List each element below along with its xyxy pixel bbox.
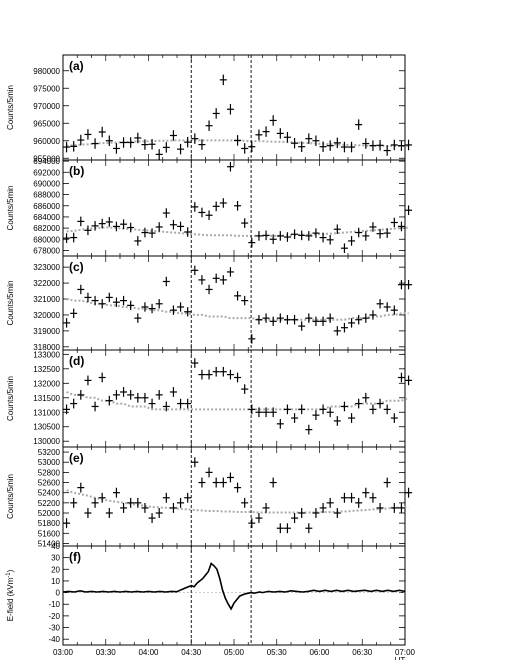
y-tick-label: 0 (56, 589, 61, 598)
y-tick-label: 52800 (38, 468, 61, 477)
y-axis-title: Counts/5min (6, 85, 15, 130)
y-tick-label: 130000 (33, 437, 60, 446)
y-tick-label: 52400 (38, 489, 61, 498)
x-tick-label: 06:30 (352, 648, 373, 657)
y-tick-label: 320000 (33, 311, 60, 320)
y-tick-label: 322000 (33, 279, 60, 288)
y-tick-label: 694000 (33, 157, 60, 166)
panel-frame (62, 159, 406, 257)
trend-line (66, 391, 409, 411)
y-tick-label: 975000 (33, 84, 60, 93)
y-tick-label: 970000 (33, 102, 60, 111)
y-tick-label: 51600 (38, 529, 61, 538)
panel-label: (a) (69, 59, 84, 73)
y-tick-label: 132500 (33, 365, 60, 374)
y-tick-label: 323000 (33, 263, 60, 272)
efield-series-line (62, 562, 406, 611)
y-tick-label: 52000 (38, 509, 61, 518)
y-tick-label: 132000 (33, 379, 60, 388)
trend-line (66, 489, 409, 514)
panel-label: (b) (69, 164, 84, 178)
y-tick-label: 690000 (33, 179, 60, 188)
y-tick-label: 40 (51, 542, 60, 551)
trend-line (66, 298, 409, 321)
y-tick-label: -20 (48, 612, 60, 621)
y-axis-title: Counts/5min (6, 474, 15, 519)
y-tick-label: -40 (48, 635, 60, 644)
y-axis-title-superscript: -1 (6, 572, 12, 578)
trend-line (66, 226, 409, 237)
panel-label: (e) (69, 451, 84, 465)
y-tick-label: 133000 (33, 350, 60, 359)
y-tick-label: 52600 (38, 479, 61, 488)
y-tick-label: -30 (48, 624, 60, 633)
y-tick-label: 684000 (33, 213, 60, 222)
y-tick-label: 692000 (33, 168, 60, 177)
y-tick-label: 686000 (33, 202, 60, 211)
x-axis-unit-label: UT (395, 656, 406, 660)
panel-label: (c) (69, 260, 84, 274)
x-tick-label: 03:30 (96, 648, 117, 657)
y-tick-label: 20 (51, 565, 60, 574)
x-tick-label: 05:00 (224, 648, 245, 657)
y-axis-title-text: E-field (kVm (6, 577, 15, 621)
y-tick-label: 131000 (33, 408, 60, 417)
y-tick-label: 678000 (33, 246, 60, 255)
y-tick-label: 318000 (33, 343, 60, 352)
x-tick-label: 07:00 (395, 648, 416, 657)
panel-frame (62, 255, 406, 351)
y-tick-label: 955000 (33, 154, 60, 163)
y-axis-title: Counts/5min (6, 376, 15, 421)
x-tick-label: 03:00 (53, 648, 74, 657)
y-tick-label: -10 (48, 600, 60, 609)
x-tick-label: 04:30 (181, 648, 202, 657)
y-tick-label: 682000 (33, 224, 60, 233)
y-tick-label: 960000 (33, 137, 60, 146)
y-tick-label: 130500 (33, 423, 60, 432)
y-axis-title: Counts/5min (6, 281, 15, 326)
y-tick-label: 688000 (33, 191, 60, 200)
y-tick-label: 51800 (38, 519, 61, 528)
panel-frame (62, 54, 406, 161)
y-tick-label: 321000 (33, 295, 60, 304)
y-tick-label: 10 (51, 577, 60, 586)
y-axis-title: Counts/5min (6, 186, 15, 231)
y-axis-title: E-field (kVm-1) (6, 569, 15, 621)
panel-frame (62, 446, 406, 547)
y-tick-label: 965000 (33, 119, 60, 128)
y-tick-label: 131500 (33, 394, 60, 403)
y-tick-label: 51400 (38, 539, 61, 548)
y-tick-label: 53000 (38, 458, 61, 467)
x-tick-label: 05:30 (267, 648, 288, 657)
y-tick-label: 680000 (33, 235, 60, 244)
x-tick-label: 06:00 (309, 648, 330, 657)
y-tick-label: 53200 (38, 448, 61, 457)
y-tick-label: 980000 (33, 67, 60, 76)
panel-label: (f) (69, 550, 81, 564)
panel-label: (d) (69, 354, 84, 368)
y-axis-title-close: ) (6, 569, 15, 572)
panel-frame (62, 545, 406, 646)
y-tick-label: 30 (51, 554, 60, 563)
y-tick-label: 319000 (33, 327, 60, 336)
y-tick-label: 52200 (38, 499, 61, 508)
x-tick-label: 04:00 (138, 648, 159, 657)
panel-frame (62, 349, 406, 448)
